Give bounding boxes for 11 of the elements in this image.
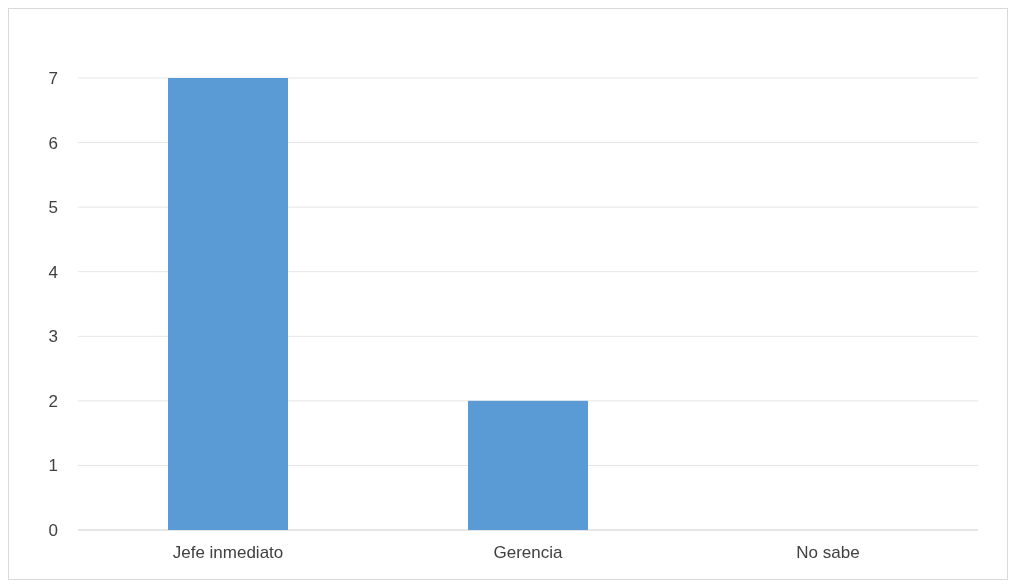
y-tick-label: 3 (48, 327, 58, 347)
x-tick-label: Gerencia (493, 543, 564, 562)
y-tick-label: 0 (48, 520, 58, 540)
x-tick-label: Jefe inmediato (172, 543, 284, 562)
y-tick-label: 1 (48, 456, 58, 476)
x-tick-label: No sabe (796, 543, 860, 562)
y-tick-label: 7 (48, 68, 58, 88)
y-tick-label: 2 (48, 391, 58, 411)
y-tick-label: 4 (48, 262, 58, 282)
y-tick-label: 6 (48, 133, 58, 153)
y-tick-label: 5 (48, 198, 58, 218)
